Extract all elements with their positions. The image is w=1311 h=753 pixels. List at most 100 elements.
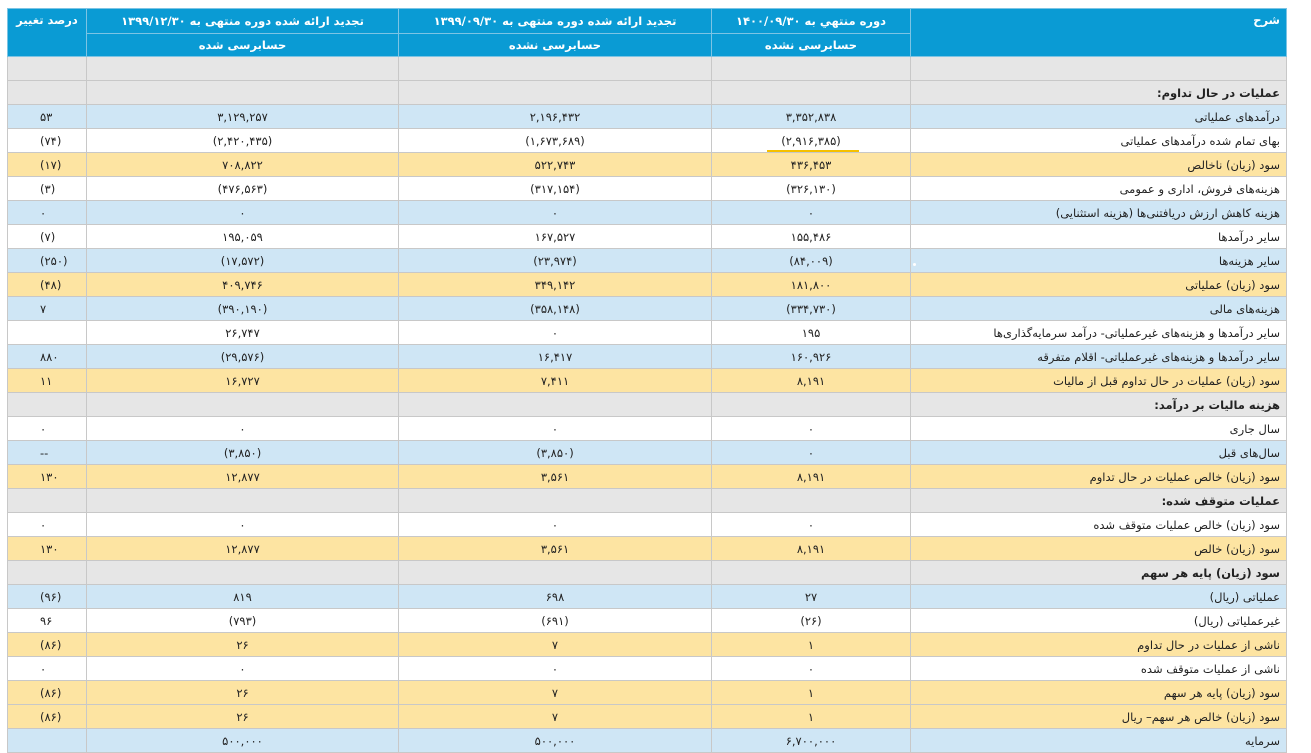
value-period-1: ۱ — [711, 632, 911, 657]
row-label: سود (زیان) خالص عملیات متوقف شده — [910, 512, 1287, 537]
value-period-3: (۳,۸۵۰) — [86, 440, 399, 465]
table-row: عملیات متوقف شده: — [7, 488, 1287, 513]
col-header-percent-change: درصد تغییر — [7, 8, 87, 57]
table-row: ناشی از عملیات در حال تداوم ۱ ۷ ۲۶ (۸۶) — [7, 632, 1287, 657]
value-period-3: ۱۹۵,۰۵۹ — [86, 224, 399, 249]
value-period-3: ۷۰۸,۸۲۲ — [86, 152, 399, 177]
row-label: سود (زیان) خالص عملیات در حال تداوم — [910, 464, 1287, 489]
table-row — [7, 56, 1287, 81]
value-period-3 — [86, 392, 399, 417]
row-label: سال‌های قبل — [910, 440, 1287, 465]
row-label: سرمایه — [910, 728, 1287, 753]
table-row: سایر درآمدها و هزینه‌های غیرعملیاتی- درآ… — [7, 320, 1287, 345]
table-row: سود (زیان) خالص ۸,۱۹۱ ۳,۵۶۱ ۱۲,۸۷۷ ۱۳۰ — [7, 536, 1287, 561]
table-row: سود (زیان) عملیات در حال تداوم قبل از ما… — [7, 368, 1287, 393]
row-label — [910, 56, 1287, 81]
table-row: سایر درآمدها ۱۵۵,۴۸۶ ۱۶۷,۵۲۷ ۱۹۵,۰۵۹ (۷) — [7, 224, 1287, 249]
col-header-period-3: تجدید ارائه شده دوره منتهی به ۱۳۹۹/۱۲/۳۰ — [86, 8, 399, 34]
value-period-3 — [86, 560, 399, 585]
percent-change: ۰ — [7, 656, 87, 681]
table-row: هزینه‌های مالی (۳۳۴,۷۳۰) (۳۵۸,۱۴۸) (۳۹۰,۱۹۰… — [7, 296, 1287, 321]
value-period-1 — [711, 392, 911, 417]
value-period-1 — [711, 560, 911, 585]
value-period-2: ۷ — [398, 632, 712, 657]
value-period-2: ۳,۵۶۱ — [398, 464, 712, 489]
row-label: سود (زیان) پایه هر سهم — [910, 560, 1287, 585]
table-row: سود (زیان) خالص عملیات متوقف شده ۰ ۰ ۰ ۰ — [7, 512, 1287, 537]
value-period-1: ۲۷ — [711, 584, 911, 609]
row-label: سال جاری — [910, 416, 1287, 441]
table-row: سود (زیان) خالص هر سهم– ریال ۱ ۷ ۲۶ (۸۶) — [7, 704, 1287, 729]
table-row: سال جاری ۰ ۰ ۰ ۰ — [7, 416, 1287, 441]
value-period-2: ۳۴۹,۱۴۲ — [398, 272, 712, 297]
percent-change: (۳) — [7, 176, 87, 201]
row-label: هزینه‌های مالی — [910, 296, 1287, 321]
income-statement-table: شرح دوره منتهي به ۱۴۰۰/۰۹/۳۰ تجدید ارائه… — [7, 8, 1287, 753]
percent-change: (۸۶) — [7, 680, 87, 705]
value-period-2: ۳,۵۶۱ — [398, 536, 712, 561]
value-period-3: ۰ — [86, 656, 399, 681]
value-period-2: ۷ — [398, 704, 712, 729]
table-row: هزینه کاهش ارزش دریافتنی‌ها (هزینه استثن… — [7, 200, 1287, 225]
percent-change: (۲۵۰) — [7, 248, 87, 273]
row-label: عملیات در حال تداوم: — [910, 80, 1287, 105]
percent-change — [7, 392, 87, 417]
percent-change: (۸۶) — [7, 632, 87, 657]
row-label: ناشی از عملیات در حال تداوم — [910, 632, 1287, 657]
percent-change: (۷۴) — [7, 128, 87, 153]
value-period-3: ۴۰۹,۷۴۶ — [86, 272, 399, 297]
value-period-1: ۱۶۰,۹۲۶ — [711, 344, 911, 369]
value-period-2: ۰ — [398, 320, 712, 345]
value-period-1: ۰ — [711, 440, 911, 465]
highlight-underline — [767, 150, 859, 152]
table-row: هزینه مالیات بر درآمد: — [7, 392, 1287, 417]
financial-statement: شرح دوره منتهي به ۱۴۰۰/۰۹/۳۰ تجدید ارائه… — [7, 8, 1287, 753]
percent-change: (۸۶) — [7, 704, 87, 729]
percent-change: ۰ — [7, 416, 87, 441]
table-row: سود (زیان) خالص عملیات در حال تداوم ۸,۱۹۱… — [7, 464, 1287, 489]
value-period-1: (۳۲۶,۱۳۰) — [711, 176, 911, 201]
row-label: سود (زیان) عملیات در حال تداوم قبل از ما… — [910, 368, 1287, 393]
value-period-1: ۰ — [711, 200, 911, 225]
value-period-3: (۴۷۶,۵۶۳) — [86, 176, 399, 201]
value-period-1: ۶,۷۰۰,۰۰۰ — [711, 728, 911, 753]
row-label: عملیاتی (ریال) — [910, 584, 1287, 609]
value-period-1: ۱۸۱,۸۰۰ — [711, 272, 911, 297]
percent-change: ۷ — [7, 296, 87, 321]
value-period-1: ۸,۱۹۱ — [711, 464, 911, 489]
value-period-3: (۷۹۳) — [86, 608, 399, 633]
percent-change: ۵۳ — [7, 104, 87, 129]
table-row: بهای تمام شده درآمدهای عملیاتی (۲,۹۱۶,۳۸۵… — [7, 128, 1287, 153]
percent-change: (۴۸) — [7, 272, 87, 297]
value-period-3: ۳,۱۲۹,۲۵۷ — [86, 104, 399, 129]
value-period-2 — [398, 80, 712, 105]
value-period-1: (۲۶) — [711, 608, 911, 633]
row-label: سود (زیان) خالص هر سهم– ریال — [910, 704, 1287, 729]
value-period-3: (۳۹۰,۱۹۰) — [86, 296, 399, 321]
row-label: هزینه‌های فروش، اداری و عمومی — [910, 176, 1287, 201]
value-period-3: ۰ — [86, 200, 399, 225]
value-period-1: ۱۹۵ — [711, 320, 911, 345]
percent-change — [7, 56, 87, 81]
value-period-3: ۲۶ — [86, 680, 399, 705]
row-label: عملیات متوقف شده: — [910, 488, 1287, 513]
value-period-2: (۱,۶۷۳,۶۸۹) — [398, 128, 712, 153]
table-row: هزینه‌های فروش، اداری و عمومی (۳۲۶,۱۳۰) (۳… — [7, 176, 1287, 201]
value-period-2 — [398, 488, 712, 513]
row-label: سود (زیان) عملیاتی — [910, 272, 1287, 297]
table-body: عملیات در حال تداوم: درآمدهای عملیاتی ۳,۳۵… — [7, 56, 1287, 753]
value-period-1: ۰ — [711, 656, 911, 681]
row-label: سود (زیان) ناخالص — [910, 152, 1287, 177]
value-period-1: (۳۳۴,۷۳۰) — [711, 296, 911, 321]
table-row: ناشی از عملیات متوقف شده ۰ ۰ ۰ ۰ — [7, 656, 1287, 681]
percent-change — [7, 728, 87, 753]
cursor-dot — [913, 263, 916, 266]
percent-change: ۱۳۰ — [7, 536, 87, 561]
percent-change: (۹۶) — [7, 584, 87, 609]
value-period-1: ۳,۳۵۲,۸۳۸ — [711, 104, 911, 129]
value-period-2: ۰ — [398, 200, 712, 225]
row-label: سایر درآمدها — [910, 224, 1287, 249]
row-label: غیرعملیاتی (ریال) — [910, 608, 1287, 633]
value-period-1: (۸۴,۰۰۹) — [711, 248, 911, 273]
value-period-2: ۰ — [398, 656, 712, 681]
